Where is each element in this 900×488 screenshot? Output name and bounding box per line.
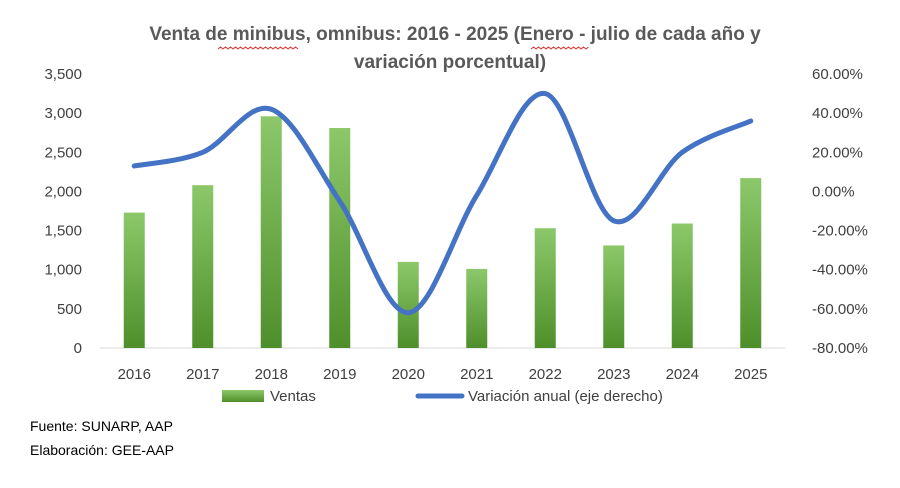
bar-ventas-2021 — [466, 268, 488, 348]
plot-area: 0 500 1,000 1,500 2,000 2,500 3,000 3,500 -80.00… — [44, 66, 867, 383]
y-left-tick-label: 2,500 — [44, 144, 82, 161]
x-tick-label: 2022 — [529, 366, 562, 383]
y-right-tick-label: -80.00% — [812, 340, 868, 357]
y-right-tick-label: 20.00% — [812, 144, 863, 161]
point-variacion-2023 — [611, 218, 616, 223]
x-tick-label: 2017 — [186, 366, 219, 383]
source-note: Fuente: SUNARP, AAP — [30, 418, 173, 434]
elaboration-note: Elaboración: GEE-AAP — [30, 442, 174, 458]
bar-ventas-2025 — [740, 178, 762, 348]
point-variacion-2021 — [474, 193, 479, 198]
title-underline-minibus — [217, 46, 299, 50]
title-underline-enero — [530, 46, 589, 50]
chart-title-line-1: Venta de minibus, omnibus: 2016 - 2025 (… — [149, 24, 761, 45]
y-right-tick-label: -60.00% — [812, 301, 868, 318]
y-left-tick-label: 3,500 — [44, 66, 82, 83]
bar-ventas-2017 — [192, 185, 214, 348]
x-tick-label: 2018 — [255, 366, 288, 383]
y-left-tick-label: 500 — [57, 301, 82, 318]
y-left-tick-label: 2,000 — [44, 183, 82, 200]
bar-ventas-2016 — [123, 212, 145, 348]
point-variacion-2017 — [200, 150, 205, 155]
point-variacion-2018 — [269, 107, 274, 112]
point-variacion-2024 — [680, 150, 685, 155]
x-tick-label: 2016 — [118, 366, 151, 383]
y-right-tick-label: 40.00% — [812, 105, 863, 122]
point-variacion-2019 — [337, 199, 342, 204]
x-tick-label: 2023 — [597, 366, 630, 383]
point-variacion-2016 — [132, 163, 137, 168]
point-variacion-2020 — [406, 310, 411, 315]
y-left-tick-label: 1,500 — [44, 223, 82, 240]
bar-ventas-2020 — [397, 261, 419, 348]
y-right-tick-label: 0.00% — [812, 183, 855, 200]
legend-label-ventas: Ventas — [270, 388, 316, 405]
x-tick-label: 2021 — [460, 366, 493, 383]
y-left-tick-label: 1,000 — [44, 262, 82, 279]
line-variacion-anual — [131, 91, 754, 316]
bar-ventas-2018 — [260, 116, 282, 348]
x-tick-label: 2024 — [666, 366, 699, 383]
x-tick-label: 2019 — [323, 366, 356, 383]
point-variacion-2022 — [543, 91, 548, 96]
chart-title-line-2: variación porcentual) — [354, 52, 546, 73]
y-right-tick-label: -40.00% — [812, 262, 868, 279]
bar-ventas-2023 — [603, 245, 625, 348]
x-tick-label: 2020 — [392, 366, 425, 383]
y-left-tick-label: 0 — [74, 340, 82, 357]
legend: Ventas Variación anual (eje derecho) — [222, 388, 663, 405]
legend-label-variacion: Variación anual (eje derecho) — [468, 388, 663, 405]
y-right-tick-label: -20.00% — [812, 223, 868, 240]
legend-swatch-ventas — [222, 390, 264, 402]
bar-ventas-2019 — [329, 128, 351, 348]
bar-ventas-2022 — [534, 228, 556, 348]
point-variacion-2025 — [748, 118, 753, 123]
y-left-tick-label: 3,000 — [44, 105, 82, 122]
bar-ventas-2024 — [671, 223, 693, 348]
y-right-tick-label: 60.00% — [812, 66, 863, 83]
x-tick-label: 2025 — [734, 366, 767, 383]
